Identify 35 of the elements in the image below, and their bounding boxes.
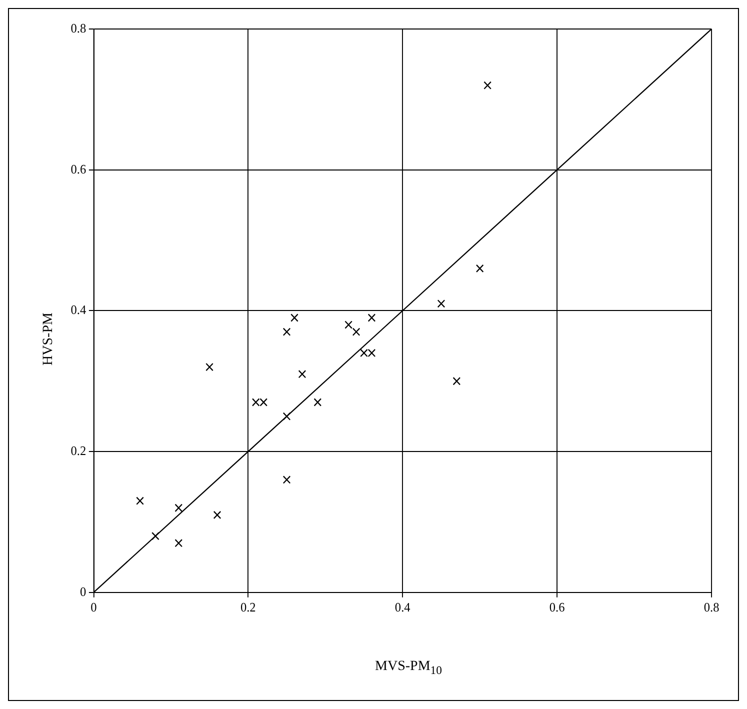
point [260, 398, 268, 406]
point [174, 538, 183, 548]
point [282, 328, 291, 336]
point [298, 370, 306, 378]
point [452, 377, 461, 386]
point [290, 314, 298, 322]
point [344, 320, 352, 329]
point [352, 328, 360, 336]
point [368, 314, 376, 322]
point [476, 264, 484, 273]
y-tick-label: 0.6 [70, 162, 86, 176]
x-axis-title: MVS-PM$_{10}$ [374, 659, 443, 677]
point [206, 362, 214, 372]
point [437, 300, 446, 308]
x-tick-label: 0.8 [704, 600, 720, 615]
x-tick-label: 0 [90, 600, 97, 615]
point [282, 476, 291, 484]
point [360, 348, 368, 358]
y-tick-label: 0 [80, 584, 86, 599]
point [314, 398, 322, 406]
point [252, 398, 260, 406]
point [174, 504, 183, 512]
point [136, 496, 144, 505]
point [213, 510, 222, 520]
x-tick-label: 0.6 [549, 600, 565, 615]
x-tick-label: 0.4 [394, 600, 411, 615]
point [282, 412, 291, 420]
x-tick-label: 0.2 [240, 600, 256, 615]
point [368, 348, 376, 358]
y-tick-label: 0.4 [70, 302, 87, 318]
y-tick-label: 0.8 [70, 21, 86, 36]
y-axis-title: HVS-PM [41, 312, 57, 366]
point [152, 532, 160, 540]
y-tick-label: 0.2 [70, 444, 86, 458]
point [484, 81, 492, 90]
